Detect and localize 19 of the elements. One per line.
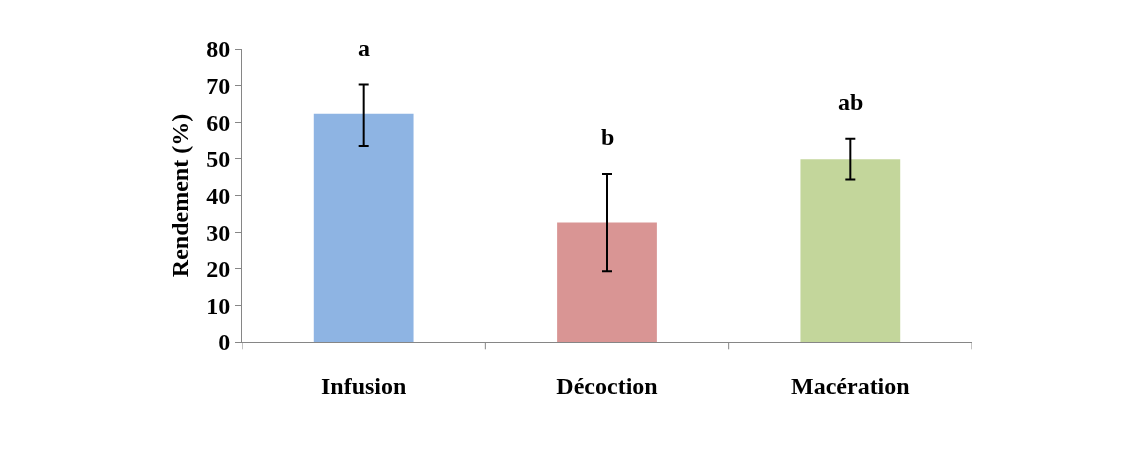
x-tick-label: Infusion (320, 372, 407, 399)
x-tick-label: Macération (791, 372, 910, 399)
y-tick-label: 20 (206, 256, 231, 283)
bar (557, 222, 657, 342)
y-tick-label: 50 (206, 146, 231, 173)
annotation: a (358, 35, 370, 61)
y-tick-label: 0 (218, 329, 231, 356)
bar (800, 159, 901, 342)
x-tick-label: Décoction (556, 372, 658, 399)
y-axis-title: Rendement (%) (167, 113, 194, 278)
y-tick-label: 80 (206, 36, 231, 63)
annotation: ab (838, 89, 864, 115)
y-tick-label: 10 (206, 292, 231, 319)
annotation: b (601, 124, 615, 150)
bar (313, 113, 414, 342)
y-tick-label: 30 (206, 219, 231, 246)
y-tick-label: 40 (206, 182, 231, 209)
y-tick-label: 60 (206, 109, 231, 136)
y-tick-label: 70 (206, 73, 231, 100)
